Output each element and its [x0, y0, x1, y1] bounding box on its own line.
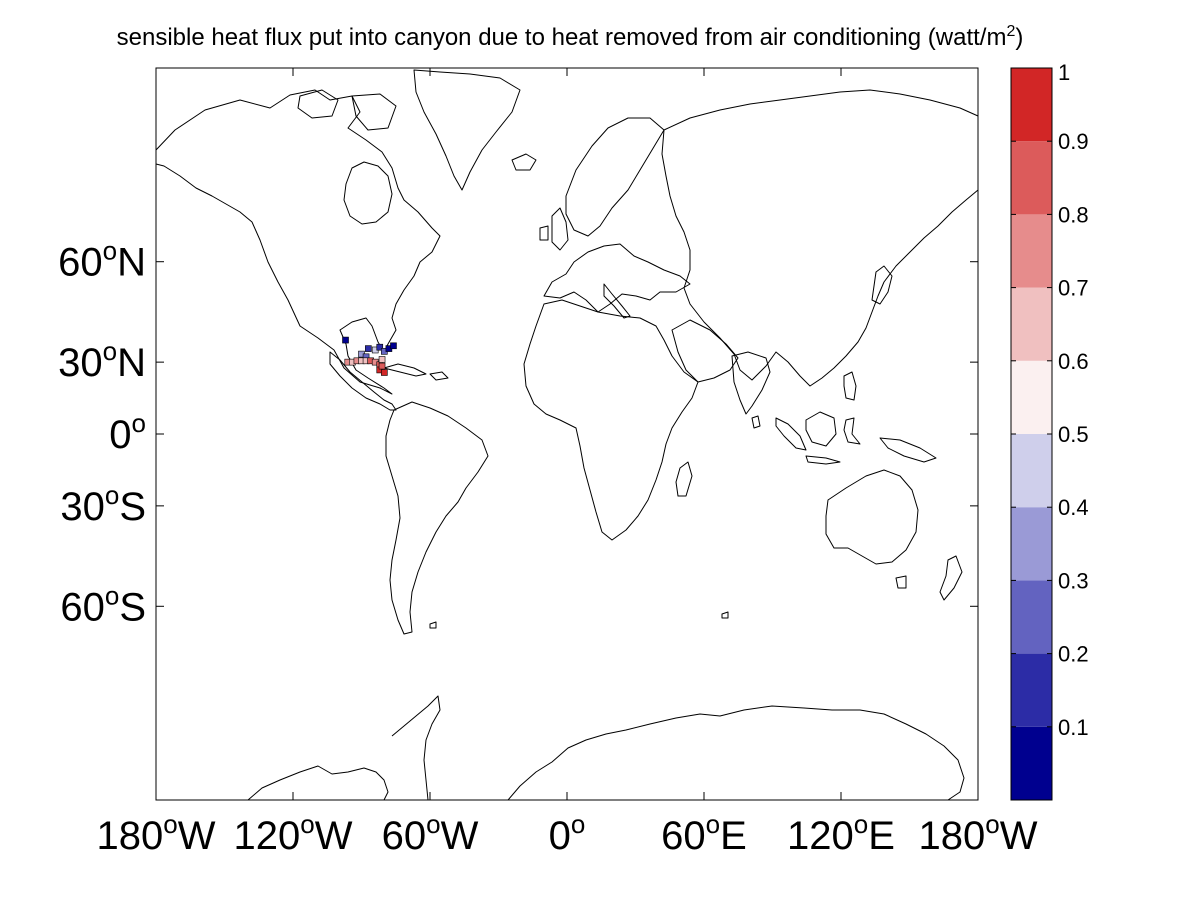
coastline-sumatra: [775, 417, 807, 451]
colorbar-bin: [1011, 580, 1052, 654]
coastline-new-guinea: [879, 437, 937, 463]
y-tick-label: 0o: [109, 408, 146, 457]
x-tick-label: 120oW: [234, 809, 353, 858]
heatmap-cell: [381, 369, 388, 376]
colorbar-tick-marks: [1011, 67, 1052, 728]
coastline-arctic-islands-a: [297, 89, 339, 119]
coastline-antarctica: [507, 705, 965, 801]
x-tick-label: 120oE: [787, 809, 895, 858]
heatmap-cell: [376, 343, 384, 351]
y-tick-label: 60oN: [58, 236, 146, 285]
coastline-tasmania: [895, 575, 907, 589]
coastline-japan: [871, 265, 893, 305]
colorbar-bin: [1011, 434, 1052, 508]
title-text: sensible heat flux put into canyon due t…: [116, 24, 1007, 51]
colorbar-bin: [1011, 287, 1052, 361]
coastline-north-america: [155, 89, 441, 395]
x-tick-labels: 180oW 120oW 60oW 0o 60oE 120oE 180oW: [97, 809, 1038, 858]
heatmap-cell: [342, 336, 349, 344]
coastline-kerguelen: [721, 611, 729, 619]
x-tick-marks: [155, 68, 979, 800]
coastline-antarctic-peninsula: [391, 695, 441, 801]
colorbar-bin: [1011, 507, 1052, 581]
coastline-africa: [523, 299, 699, 541]
x-tick-label: 0o: [549, 809, 586, 858]
colorbar-tick-label: 0.2: [1058, 642, 1089, 667]
coastline-south-america: [385, 401, 489, 635]
coastline-iceland: [511, 153, 537, 171]
map-axes-background: [156, 68, 978, 800]
coastline-madagascar: [675, 461, 693, 497]
y-tick-marks: [156, 261, 978, 607]
colorbar-tick-label: 0.7: [1058, 276, 1089, 301]
colorbar-bin: [1011, 68, 1052, 142]
y-tick-label: 60oS: [60, 580, 146, 629]
coastline-java: [805, 455, 841, 465]
heatmap-cell: [378, 362, 386, 370]
colorbar-bin: [1011, 360, 1052, 434]
coastline-scandinavia: [565, 117, 665, 237]
heatmap-cells: [342, 336, 397, 376]
coastline-sulawesi: [843, 417, 861, 445]
coastline-greenland: [413, 69, 521, 191]
colorbar-tick-label: 0.9: [1058, 129, 1089, 154]
coastline-sri-lanka: [751, 415, 761, 429]
x-tick-label: 60oW: [382, 809, 479, 858]
x-tick-label: 180oW: [97, 809, 216, 858]
coastline-arctic-islands-b: [351, 93, 397, 131]
colorbar-tick-label: 0.8: [1058, 202, 1089, 227]
coastline-borneo: [805, 411, 837, 447]
colorbar-tick-label: 0.1: [1058, 715, 1089, 740]
coastline-antarctica-west: [247, 765, 389, 801]
colorbar-tick-label: 0.6: [1058, 349, 1089, 374]
coastline-asia: [661, 89, 979, 387]
figure-title: sensible heat flux put into canyon due t…: [0, 22, 1140, 54]
colorbar-tick-label: 0.4: [1058, 495, 1089, 520]
y-tick-label: 30oS: [60, 480, 146, 529]
colorbar-tick-labels: 0.1 0.2 0.3 0.4 0.5 0.6 0.7 0.8 0.9 1: [1058, 60, 1089, 740]
y-tick-labels: 60oN 30oN 0o 30oS 60oS: [58, 236, 146, 630]
coastlines: [155, 69, 979, 801]
colorbar-bin: [1011, 214, 1052, 288]
heatmap-cell: [390, 342, 397, 350]
heatmap-cell: [365, 345, 372, 352]
colorbar-tick-label: 1: [1058, 60, 1070, 85]
coastline-arabia: [671, 319, 739, 383]
colorbar-tick-label: 0.3: [1058, 568, 1089, 593]
coastline-central-america: [329, 351, 397, 411]
coastline-hispaniola: [429, 371, 449, 381]
x-tick-label: 180oW: [919, 809, 1038, 858]
coastline-ireland: [539, 225, 549, 241]
coastline-europe-mainland: [543, 243, 691, 313]
title-superscript: 2: [1006, 23, 1016, 40]
colorbar-bin: [1011, 726, 1052, 800]
x-tick-label: 60oE: [661, 809, 747, 858]
colorbar-bin: [1011, 141, 1052, 215]
colorbar-tick-label: 0.5: [1058, 422, 1089, 447]
coastline-south-georgia: [429, 621, 437, 629]
heatmap-cell: [378, 356, 386, 363]
coastline-great-britain: [551, 207, 569, 251]
coastline-australia: [825, 469, 919, 565]
coastline-india: [731, 351, 771, 415]
colorbar: [1011, 68, 1052, 800]
coastline-philippines: [843, 371, 857, 401]
coastline-cuba: [383, 363, 427, 377]
y-tick-label: 30oN: [58, 336, 146, 385]
coastline-new-zealand: [939, 555, 963, 601]
coastline-hudson-bay: [343, 161, 393, 225]
colorbar-bin: [1011, 653, 1052, 727]
title-close: ): [1015, 24, 1024, 51]
